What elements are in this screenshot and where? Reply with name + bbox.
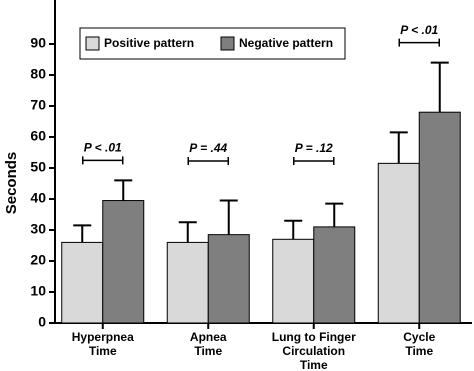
bracket <box>293 157 335 165</box>
bar <box>166 241 209 324</box>
y-tick-label: 40 <box>30 190 46 206</box>
legend-swatch <box>220 36 235 51</box>
annotation: P < .01 <box>84 141 122 155</box>
y-tick-label: 80 <box>30 66 46 82</box>
bar <box>418 111 461 324</box>
x-tick-label: Lung to Finger <box>272 330 356 344</box>
legend-label: Negative pattern <box>239 36 333 50</box>
bar <box>272 238 315 324</box>
y-tick-label: 70 <box>30 97 46 113</box>
annotation: P = .44 <box>189 141 227 155</box>
bar <box>102 200 145 324</box>
x-tick-label: Hyperpnea <box>72 330 134 344</box>
bracket <box>187 157 229 165</box>
y-tick-label: 50 <box>30 159 46 175</box>
x-tick-label: Time <box>89 344 117 358</box>
y-tick-label: 0 <box>38 314 46 330</box>
y-tick-label: 60 <box>30 128 46 144</box>
x-tick-label: Time <box>300 358 328 371</box>
x-tick-label: Time <box>405 344 433 358</box>
y-tick-label: 10 <box>30 283 46 299</box>
bar <box>313 226 356 324</box>
legend-box <box>79 27 346 60</box>
legend-swatch <box>85 36 100 51</box>
bar <box>207 234 250 324</box>
y-tick-label: 20 <box>30 252 46 268</box>
x-tick-label: Apnea <box>190 330 227 344</box>
bracket <box>398 38 440 47</box>
x-tick-label: Time <box>194 344 222 358</box>
y-tick-label: 90 <box>30 35 46 51</box>
y-axis-label: Seconds <box>3 152 20 215</box>
annotation: P < .01 <box>400 23 438 37</box>
x-tick-label: Cycle <box>403 330 435 344</box>
y-tick-label: 30 <box>30 221 46 237</box>
bar <box>61 241 104 324</box>
bracket <box>82 156 124 165</box>
x-tick-label: Circulation <box>282 344 345 358</box>
annotation: P = .12 <box>295 141 333 155</box>
bar <box>377 162 420 324</box>
legend-label: Positive pattern <box>104 36 194 50</box>
